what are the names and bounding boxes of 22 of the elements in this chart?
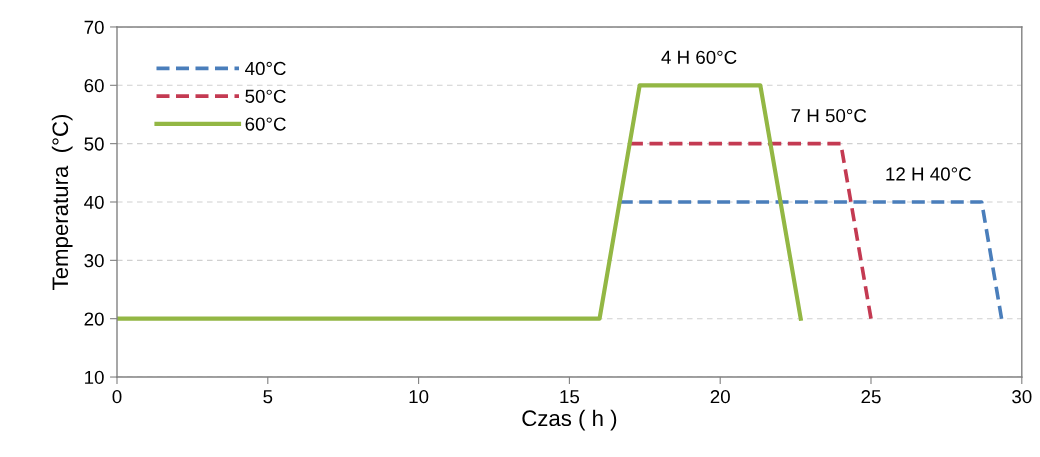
legend-label: 40°C [245,61,286,76]
annotation: 7 H 50°C [791,109,867,123]
y-tick-label: 10 [85,370,104,384]
y-tick-label: 50 [84,137,104,151]
y-tick-label: 40 [84,195,104,209]
legend-label: 50°C [245,89,286,103]
y-tick-label: 60 [84,79,104,93]
x-tick-label: 5 [263,390,273,404]
y-tick-label: 20 [84,312,104,326]
legend-label: 60°C [245,117,286,131]
x-tick-label: 25 [861,390,881,404]
y-axis-title: Temperatura (°C) [51,114,73,290]
y-tick-label: 30 [84,254,104,268]
annotation: 12 H 40°C [886,167,971,181]
x-tick-label: 15 [560,390,580,404]
x-tick-label: 0 [112,390,122,404]
x-tick-label: 30 [1012,390,1032,404]
x-axis-title: Czas ( h ) [522,409,617,431]
x-tick-label: 20 [710,390,730,404]
x-tick-label: 10 [409,390,429,404]
annotation: 4 H 60°C [661,50,737,64]
y-tick-label: 70 [84,20,104,34]
